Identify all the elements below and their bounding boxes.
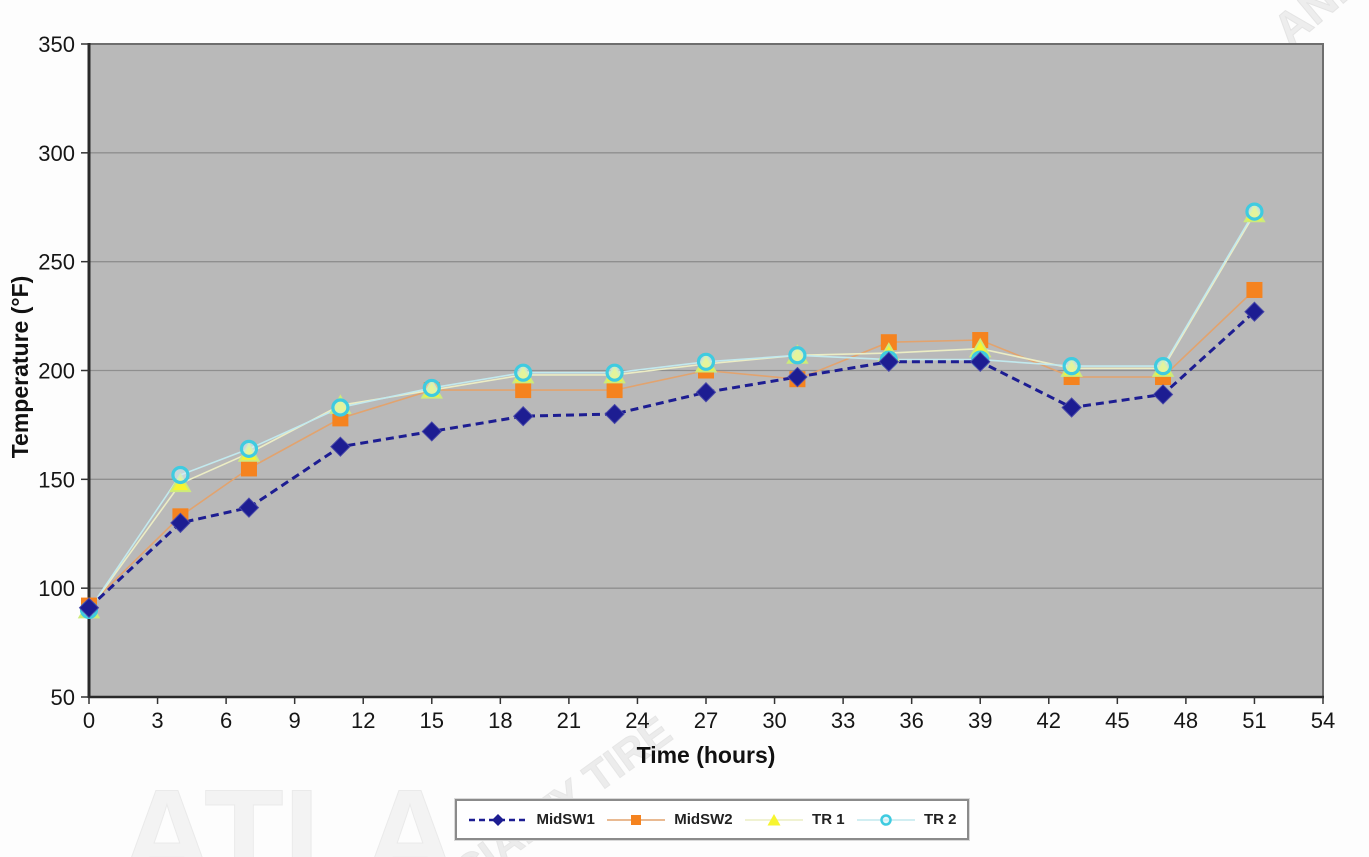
square-marker-icon [607,814,666,825]
series-marker-midsw1 [695,382,717,403]
series-line-midsw1 [87,310,1256,609]
series-marker-midsw1 [1061,397,1082,418]
x-tick-label: 27 [694,708,718,733]
y-tick-label: 100 [38,576,75,601]
series-marker-tr2 [422,378,441,398]
y-tick-label: 300 [38,141,75,166]
legend-label: MidSW1 [536,811,595,828]
series-marker-tr2 [514,363,533,382]
legend-item-tr1: TR 1 [743,811,845,829]
x-axis-title: Time (hours) [636,742,776,768]
x-tick-label: 21 [557,708,581,733]
series-marker-midsw2 [240,460,257,477]
series-marker-midsw2 [515,382,532,399]
legend-label: TR 2 [924,811,957,828]
chart-legend: MidSW1 MidSW2 TR 1 TR 2 [454,798,970,841]
y-tick-label: 250 [38,250,75,275]
series-marker-midsw1 [512,406,534,427]
series-marker-midsw1 [238,497,260,518]
series-marker-tr2 [696,352,716,371]
series-marker-tr2 [171,465,190,485]
legend-label: MidSW2 [674,811,733,828]
series-marker-midsw2 [606,382,623,399]
x-tick-label: 54 [1311,708,1335,733]
y-tick-label: 200 [38,359,75,384]
series-marker-midsw1 [170,512,191,534]
x-tick-label: 6 [220,708,232,733]
legend-label: TR 1 [812,811,845,828]
series-marker-midsw1 [1152,384,1174,405]
watermark-text: ATLA [120,762,457,857]
x-tick-label: 30 [762,708,786,733]
x-tick-label: 36 [899,708,923,733]
x-tick-label: 9 [289,708,301,733]
legend-item-midsw2: MidSW2 [605,811,733,829]
series-marker-midsw1 [787,366,808,388]
y-tick-label: 150 [38,467,75,492]
series-line-midsw2 [88,289,1255,607]
series-marker-tr2 [239,439,259,458]
x-tick-label: 24 [625,708,649,733]
x-tick-label: 18 [488,708,512,733]
series-marker-midsw1 [1244,301,1265,322]
x-tick-label: 42 [1037,708,1061,733]
x-tick-label: 51 [1242,708,1266,733]
series-marker-midsw2 [1246,281,1263,298]
x-tick-label: 12 [351,708,375,733]
series-marker-midsw1 [78,597,100,618]
y-axis-title: Temperature (°F) [7,275,33,459]
x-tick-label: 0 [83,708,95,733]
series-marker-tr2 [605,363,624,382]
series-marker-tr2 [1062,357,1081,376]
y-tick-label: 350 [38,32,75,57]
series-line-tr2 [88,211,1256,611]
series-marker-tr2 [1245,202,1264,221]
series-marker-tr2 [1153,357,1173,376]
series-marker-midsw1 [421,421,442,442]
x-tick-label: 15 [420,708,444,733]
diamond-marker-icon [469,813,528,826]
x-tick-label: 48 [1174,708,1198,733]
circle-marker-icon [857,813,916,826]
series-marker-tr2 [788,346,807,365]
legend-item-midsw1: MidSW1 [467,811,595,829]
x-tick-label: 33 [831,708,855,733]
x-tick-label: 45 [1105,708,1129,733]
series-marker-tr2 [331,398,350,417]
series-marker-midsw1 [604,403,625,425]
triangle-marker-icon [745,813,804,825]
series-marker-midsw1 [330,436,351,457]
y-tick-label: 50 [51,685,75,710]
legend-item-tr2: TR 2 [855,811,957,829]
series-marker-midsw1 [878,351,900,373]
series-marker-midsw1 [970,351,991,373]
x-tick-label: 39 [968,708,992,733]
x-tick-label: 3 [151,708,163,733]
